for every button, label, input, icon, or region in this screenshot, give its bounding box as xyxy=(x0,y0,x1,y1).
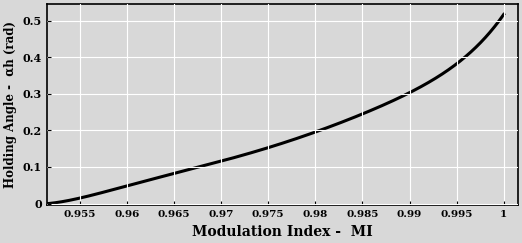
X-axis label: Modulation Index -  MI: Modulation Index - MI xyxy=(192,225,373,239)
Y-axis label: Holding Angle -  αh (rad): Holding Angle - αh (rad) xyxy=(4,21,17,188)
